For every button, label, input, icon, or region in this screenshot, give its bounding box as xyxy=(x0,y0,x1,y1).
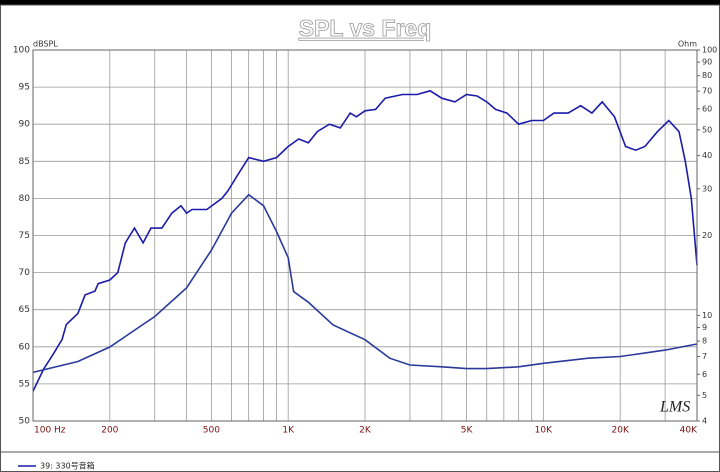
legend-label: 39: 330号音箱 xyxy=(40,461,95,471)
y-axis-label: dBSPL xyxy=(33,40,58,49)
y-tick-label: 85 xyxy=(19,157,30,167)
chart-title: SPL vs Freq xyxy=(299,15,432,41)
y-tick-label: 65 xyxy=(19,305,30,315)
y2-tick-label: 70 xyxy=(702,87,712,96)
y-tick-label: 75 xyxy=(19,231,30,241)
y2-tick-label: 60 xyxy=(702,104,712,113)
y-tick-label: 90 xyxy=(19,120,31,130)
x-tick-label: 20K xyxy=(612,426,630,436)
y-tick-label: 55 xyxy=(19,379,30,389)
x-tick-label: 200 xyxy=(101,426,118,436)
x-tick-label: 500 xyxy=(203,426,220,436)
y2-tick-label: 5 xyxy=(702,391,707,400)
y2-tick-label: 9 xyxy=(702,323,707,332)
y-tick-label: 80 xyxy=(19,194,31,204)
y2-tick-label: 100 xyxy=(702,46,717,55)
y2-tick-label: 20 xyxy=(702,231,712,240)
y-tick-label: 60 xyxy=(19,342,31,352)
x-tick-label: 2K xyxy=(359,426,372,436)
x-tick-label: 40K xyxy=(680,426,698,436)
x-tick-label: 5K xyxy=(461,426,474,436)
x-tick-label: 100 Hz xyxy=(34,426,66,436)
series-line xyxy=(32,193,698,374)
x-tick-label: 1K xyxy=(282,426,295,436)
y-tick-label: 70 xyxy=(19,268,31,278)
y2-tick-label: 8 xyxy=(702,337,707,346)
y2-tick-label: 80 xyxy=(702,71,712,80)
y2-tick-label: 7 xyxy=(702,352,707,361)
y-tick-label: 50 xyxy=(19,417,31,427)
x-tick-label: 10K xyxy=(535,426,553,436)
y2-tick-label: 4 xyxy=(702,417,707,426)
y2-tick-label: 6 xyxy=(702,370,707,379)
series-line xyxy=(32,89,698,392)
y2-tick-label: 50 xyxy=(702,125,712,134)
watermark: LMS xyxy=(659,399,690,416)
top-border xyxy=(0,0,720,5)
y-tick-label: 100 xyxy=(13,46,30,56)
y2-axis-label: Ohm xyxy=(678,40,697,49)
y2-tick-label: 40 xyxy=(702,151,712,160)
y2-tick-label: 30 xyxy=(702,184,712,193)
y2-tick-label: 90 xyxy=(702,58,712,67)
y-tick-label: 95 xyxy=(19,83,30,93)
y2-tick-label: 10 xyxy=(702,311,712,320)
